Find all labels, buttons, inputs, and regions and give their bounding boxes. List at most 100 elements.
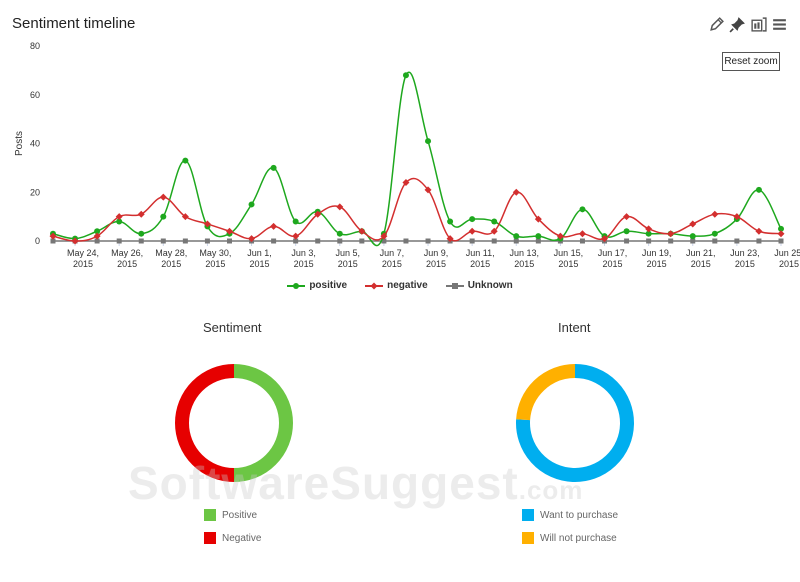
series-line-positive [52,71,782,247]
data-point-unknown [469,238,475,244]
data-point-positive [138,230,145,237]
data-point-positive [469,216,476,223]
data-point-positive [778,225,784,232]
data-point-negative [336,203,344,211]
reset-zoom-button[interactable]: Reset zoom [722,52,780,71]
chart-title: Sentiment timeline [12,15,136,32]
legend-item-negative[interactable]: negative [365,280,428,291]
x-tick-label: May 30, [199,248,231,258]
data-point-unknown [381,238,387,244]
intent-donut-legend: Want to purchase Will not purchase [522,509,618,544]
data-point-negative [314,210,322,218]
donut-slice-positive[interactable] [233,364,293,482]
data-point-positive [711,230,718,237]
x-tick-label: Jun 21, [686,248,716,258]
data-point-unknown [182,238,188,244]
data-point-negative [203,220,211,228]
will-not-swatch [522,532,534,544]
data-point-negative [601,235,609,243]
data-point-negative [534,215,542,223]
data-point-negative [71,237,79,245]
data-point-unknown [226,238,232,244]
x-tick-label: Jun 19, [642,248,672,258]
negative-swatch [204,532,216,544]
y-tick-label: 80 [30,41,40,51]
legend-item-will-not-purchase[interactable]: Will not purchase [522,532,618,544]
donut-slice-negative[interactable] [175,364,235,482]
data-point-positive [491,218,498,225]
data-point-negative [270,222,278,230]
legend-item-want-to-purchase[interactable]: Want to purchase [522,509,618,521]
data-point-negative [689,220,697,228]
unknown-marker-icon [445,282,464,289]
legend-label: Negative [222,532,262,544]
y-tick-label: 20 [30,187,40,197]
sentiment-donut-title: Sentiment [203,320,262,335]
data-point-negative [424,186,432,194]
data-point-unknown [513,238,519,244]
legend-item-unknown[interactable]: Unknown [445,280,513,291]
want-swatch [522,509,534,521]
data-point-negative [777,230,785,238]
legend-item-positive-sentiment[interactable]: Positive [204,509,261,521]
x-tick-label: Jun 9, [424,248,449,258]
sentiment-donut-legend: Positive Negative [204,509,261,544]
chart-toolbar [708,16,788,33]
y-tick-label: 60 [30,90,40,100]
x-tick-label: 2015 [779,259,799,269]
x-tick-label: 2015 [117,259,137,269]
data-point-negative [115,213,123,221]
x-tick-label: May 28, [155,248,187,258]
data-point-negative [556,232,564,240]
data-point-unknown [668,238,674,244]
export-icon[interactable] [750,16,767,33]
data-point-negative [380,232,388,240]
data-point-negative [755,227,763,235]
intent-donut-title: Intent [558,320,591,335]
menu-icon[interactable] [771,16,788,33]
intent-donut-chart [516,364,634,482]
donut-slice-want-to-purchase[interactable] [516,364,634,482]
data-point-positive [248,201,255,208]
y-tick-label: 40 [30,139,40,149]
data-point-negative [137,210,145,218]
legend-item-negative-sentiment[interactable]: Negative [204,532,261,544]
legend-label: Positive [222,509,258,521]
x-tick-label: Jun 3, [291,248,316,258]
data-point-negative [49,232,57,240]
data-point-unknown [204,238,210,244]
data-point-positive [447,218,454,225]
data-point-unknown [778,238,784,244]
legend-item-positive[interactable]: positive [287,280,347,291]
x-tick-label: Jun 7, [380,248,405,258]
x-tick-label: May 24, [67,248,99,258]
data-point-negative [623,213,631,221]
x-tick-label: 2015 [735,259,755,269]
x-tick-label: Jun 23, [730,248,760,258]
data-point-unknown [359,238,365,244]
data-point-positive [182,157,189,164]
donut-slice-will-not-purchase[interactable] [516,364,576,421]
data-point-positive [645,230,652,237]
negative-marker-icon [365,282,384,289]
x-tick-label: 2015 [426,259,446,269]
pin-icon[interactable] [729,16,746,33]
data-point-unknown [690,238,696,244]
data-point-negative [512,188,520,196]
x-tick-label: 2015 [558,259,578,269]
positive-marker-icon [287,282,306,289]
data-point-positive [160,213,167,220]
data-point-unknown [271,238,277,244]
data-point-unknown [425,238,431,244]
x-tick-label: 2015 [205,259,225,269]
x-tick-label: Jun 5, [336,248,361,258]
data-point-negative [468,227,476,235]
data-point-unknown [403,238,409,244]
x-tick-label: Jun 1, [247,248,272,258]
data-point-negative [490,227,498,235]
pencil-icon[interactable] [708,16,725,33]
data-point-positive [623,228,630,235]
data-point-unknown [756,238,762,244]
data-point-negative [93,232,101,240]
data-point-negative [159,193,167,201]
